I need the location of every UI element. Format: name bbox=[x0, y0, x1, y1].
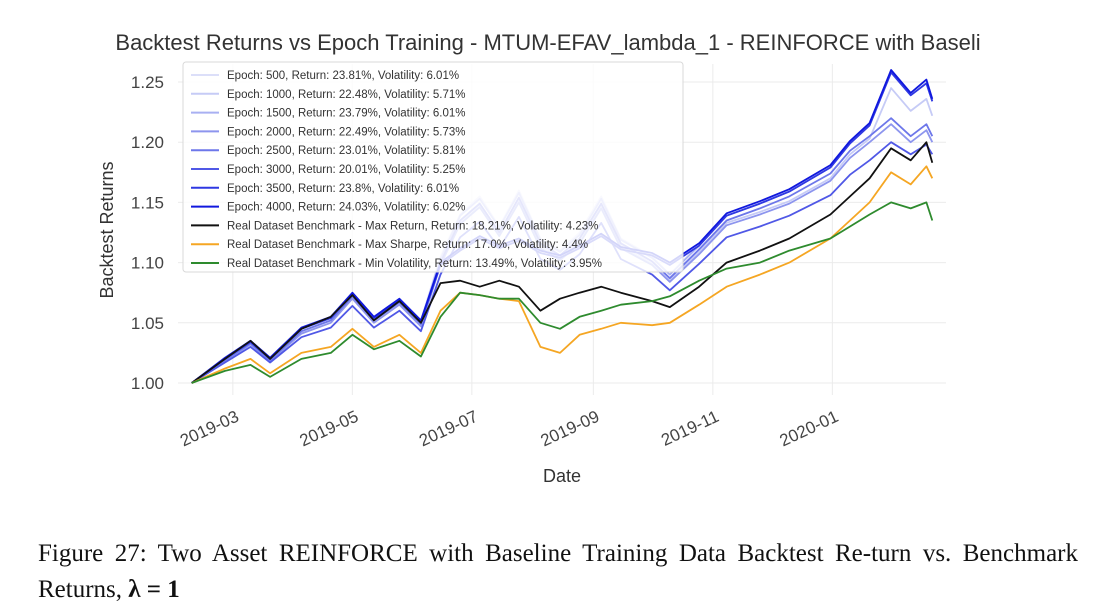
x-axis-ticks: 2019-03 2019-05 2019-07 2019-09 2019-11 2020-… bbox=[177, 407, 841, 451]
x-tick-label: 2019-07 bbox=[416, 407, 481, 451]
legend-label: Epoch: 1500, Return: 23.79%, Volatility:… bbox=[227, 108, 465, 120]
y-tick-label: 1.05 bbox=[131, 314, 164, 333]
legend-label: Epoch: 3000, Return: 20.01%, Volatility:… bbox=[227, 164, 465, 176]
x-axis-label: Date bbox=[543, 466, 581, 486]
y-axis-ticks: 1.00 1.05 1.10 1.15 1.20 1.25 bbox=[131, 73, 164, 393]
figure-caption: Figure 27: Two Asset REINFORCE with Base… bbox=[38, 536, 1078, 608]
y-tick-label: 1.20 bbox=[131, 133, 164, 152]
y-tick-label: 1.25 bbox=[131, 73, 164, 92]
legend-label: Epoch: 2000, Return: 22.49%, Volatility:… bbox=[227, 126, 465, 138]
legend-label: Real Dataset Benchmark - Min Volatility,… bbox=[227, 258, 602, 270]
x-tick-label: 2020-01 bbox=[777, 407, 842, 451]
legend: Epoch: 500, Return: 23.81%, Volatility: … bbox=[182, 61, 684, 273]
caption-lambda: λ = 1 bbox=[128, 576, 180, 603]
legend-label: Epoch: 500, Return: 23.81%, Volatility: … bbox=[227, 70, 459, 82]
y-tick-label: 1.15 bbox=[131, 193, 164, 212]
y-tick-label: 1.10 bbox=[131, 254, 164, 273]
legend-label: Epoch: 1000, Return: 22.48%, Volatility:… bbox=[227, 89, 465, 101]
legend-box bbox=[182, 61, 684, 273]
caption-text: Figure 27: Two Asset REINFORCE with Base… bbox=[38, 540, 1078, 603]
legend-label: Epoch: 3500, Return: 23.8%, Volatility: … bbox=[227, 183, 459, 195]
legend-label: Epoch: 2500, Return: 23.01%, Volatility:… bbox=[227, 145, 465, 157]
x-tick-label: 2019-05 bbox=[297, 407, 362, 451]
chart-title: Backtest Returns vs Epoch Training - MTU… bbox=[115, 30, 980, 55]
y-tick-label: 1.00 bbox=[131, 374, 164, 393]
series-line-10 bbox=[191, 165, 934, 384]
legend-label: Real Dataset Benchmark - Max Return, Ret… bbox=[227, 220, 598, 232]
y-axis-label: Backtest Returns bbox=[97, 161, 117, 298]
series-line-9 bbox=[191, 141, 934, 384]
x-tick-label: 2019-09 bbox=[538, 407, 603, 451]
legend-label: Epoch: 4000, Return: 24.03%, Volatility:… bbox=[227, 202, 465, 214]
x-tick-label: 2019-11 bbox=[658, 407, 721, 450]
line-chart: Backtest Returns vs Epoch Training - MTU… bbox=[97, 30, 981, 486]
series-line-11 bbox=[191, 201, 934, 384]
legend-label: Real Dataset Benchmark - Max Sharpe, Ret… bbox=[227, 239, 588, 251]
x-tick-label: 2019-03 bbox=[177, 407, 242, 451]
